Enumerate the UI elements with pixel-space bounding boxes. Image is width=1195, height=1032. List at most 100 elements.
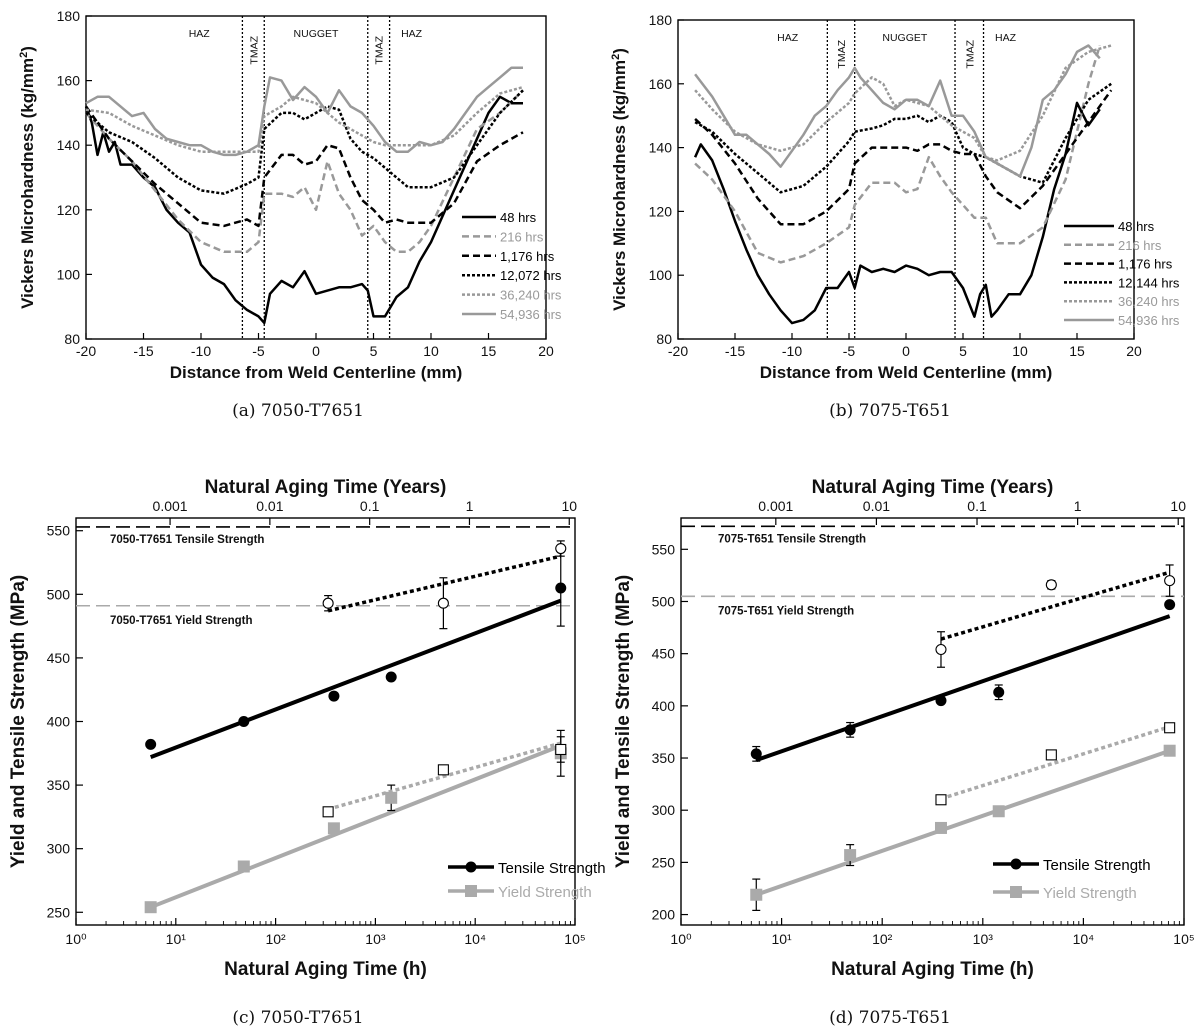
x-tick-label: 10⁰ (670, 931, 692, 947)
x-tick-label: 10³ (973, 931, 994, 947)
y-tick-label: 200 (652, 907, 676, 923)
data-point (328, 690, 340, 702)
fit-line (327, 741, 562, 811)
x2-tick-label: 0.001 (758, 498, 793, 514)
plot-frame (680, 517, 1185, 926)
legend-marker (465, 885, 477, 897)
x-tick-label: 15 (481, 343, 497, 359)
data-point (385, 671, 397, 683)
zone-label: TMAZ (374, 35, 386, 64)
y-tick-label: 100 (649, 267, 673, 283)
legend-label: 1,176 hrs (500, 249, 555, 264)
y-tick-label: 400 (47, 714, 71, 730)
zone-label: HAZ (401, 28, 423, 40)
legend-label: Tensile Strength (1043, 857, 1151, 874)
series-line (85, 66, 523, 157)
data-point (144, 901, 157, 914)
data-point (238, 716, 250, 727)
x2-axis-label: Natural Aging Time (Years) (205, 477, 447, 498)
x2-tick-label: 0.1 (360, 498, 380, 514)
y-tick-label: 550 (652, 541, 676, 557)
y-tick-label: 180 (57, 8, 81, 24)
panel-caption: (a) 7050-T7651 (232, 401, 364, 421)
reference-label: 7050-T7651 Yield Strength (110, 615, 253, 627)
x-tick-label: -5 (252, 343, 265, 359)
x-tick-label: 10¹ (166, 931, 187, 947)
data-point (1164, 599, 1176, 611)
x-tick-label: 10⁰ (65, 931, 87, 947)
y-tick-label: 350 (652, 750, 676, 766)
data-point (555, 542, 567, 555)
plot-frame (85, 15, 547, 340)
zone-label: HAZ (995, 32, 1017, 44)
y-tick-label: 550 (47, 523, 71, 539)
zone-label: TMAZ (964, 39, 976, 68)
x-tick-label: -5 (843, 343, 856, 359)
y-tick-label: 120 (649, 203, 673, 219)
y-tick-label: 250 (47, 904, 71, 920)
x-tick-label: 10² (872, 931, 893, 947)
fit-line (327, 554, 562, 613)
fit-line (755, 614, 1171, 763)
fit-line (755, 748, 1171, 897)
legend-label: 12,072 hrs (500, 268, 562, 283)
x-tick-label: 0 (902, 343, 910, 359)
legend-label: 54,936 hrs (500, 307, 562, 322)
reference-label: 7075-T651 Yield Strength (718, 605, 854, 617)
series-line (85, 89, 524, 254)
legend-label: 48 hrs (500, 210, 537, 225)
y-axis-label: Yield and Tensile Strength (MPa) (613, 575, 634, 868)
data-point (1045, 579, 1057, 591)
zone-label: NUGGET (882, 32, 928, 44)
panel-caption: (d) 7075-T651 (829, 1008, 951, 1028)
x-tick-label: 5 (959, 343, 967, 359)
y-tick-label: 80 (64, 331, 80, 347)
legend-marker (1010, 858, 1022, 870)
legend-label: 36,240 hrs (1118, 294, 1180, 309)
data-point (555, 582, 567, 594)
data-point (322, 806, 334, 818)
data-point (437, 764, 449, 776)
x-axis-label: Distance from Weld Centerline (mm) (760, 363, 1053, 382)
x-tick-label: -10 (191, 343, 211, 359)
zone-label: NUGGET (294, 28, 340, 40)
y-tick-label: 300 (652, 802, 676, 818)
y-tick-label: 140 (57, 137, 81, 153)
legend-label: Yield Strength (498, 884, 592, 901)
y-tick-label: 250 (652, 854, 676, 870)
x2-tick-label: 0.01 (863, 498, 890, 514)
data-point (1163, 744, 1176, 757)
data-point (555, 743, 567, 756)
y-tick-label: 180 (649, 12, 673, 28)
reference-label: 7075-T651 Tensile Strength (718, 533, 866, 545)
x-tick-label: -15 (725, 343, 745, 359)
y-axis-label-superscript: 2 (18, 52, 30, 58)
data-point (935, 794, 947, 806)
x2-tick-label: 10 (1170, 498, 1186, 514)
y-tick-label: 500 (652, 593, 676, 609)
y-tick-label: 400 (652, 698, 676, 714)
x-tick-label: -20 (76, 343, 96, 359)
x-tick-label: 0 (312, 343, 320, 359)
y-axis-label: Yield and Tensile Strength (MPa) (8, 575, 29, 868)
data-point (750, 748, 762, 760)
reference-label: 7050-T7651 Tensile Strength (110, 534, 264, 546)
legend-label: 216 hrs (1118, 238, 1162, 253)
data-point (437, 597, 449, 609)
x-tick-label: 20 (538, 343, 554, 359)
series-line (694, 45, 1101, 264)
x-tick-label: 5 (370, 343, 378, 359)
data-point (1045, 749, 1057, 761)
y-tick-label: 300 (47, 841, 71, 857)
y-tick-label: 160 (57, 73, 81, 89)
x2-tick-label: 0.001 (153, 498, 188, 514)
series-line (85, 89, 524, 195)
legend-label: 1,176 hrs (1118, 257, 1173, 272)
x-tick-label: 10 (423, 343, 439, 359)
zone-label: TMAZ (248, 35, 260, 64)
data-point (145, 738, 157, 750)
y-tick-label: 140 (649, 140, 673, 156)
data-point (385, 791, 398, 804)
x2-tick-label: 10 (561, 498, 577, 514)
